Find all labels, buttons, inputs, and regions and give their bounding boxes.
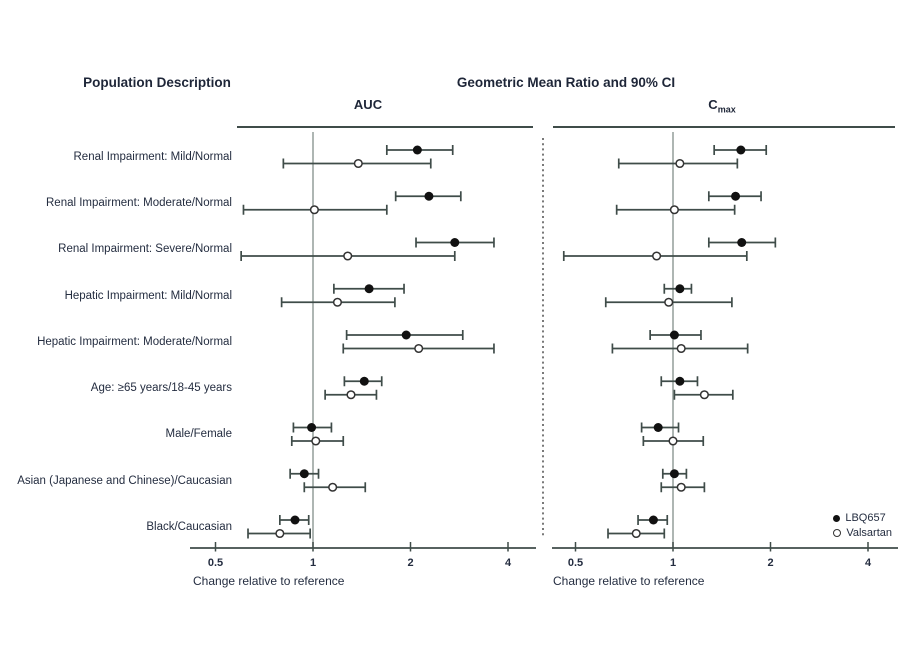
point-marker-open xyxy=(328,482,338,492)
row-label: Age: ≥65 years/18-45 years xyxy=(90,382,232,394)
point-marker-open xyxy=(652,251,662,261)
point-marker-filled xyxy=(731,191,741,201)
point-marker-filled xyxy=(364,284,374,294)
point-marker-open xyxy=(414,343,424,354)
point-marker-filled xyxy=(669,469,679,479)
cmax-subscript: max xyxy=(717,104,736,115)
point-marker-filled xyxy=(653,423,663,432)
point-marker-filled xyxy=(290,515,300,525)
x-tick-label: 4 xyxy=(865,557,872,569)
point-marker-open xyxy=(668,436,678,446)
point-marker-open xyxy=(699,390,709,400)
point-marker-filled xyxy=(307,423,317,432)
point-marker-open xyxy=(309,205,319,215)
row-label: Asian (Japanese and Chinese)/Caucasian xyxy=(17,474,232,487)
point-marker-filled xyxy=(359,376,369,386)
row-label: Hepatic Impairment: Mild/Normal xyxy=(64,289,232,302)
row-label: Hepatic Impairment: Moderate/Normal xyxy=(37,335,232,348)
x-tick-label: 1 xyxy=(670,557,676,569)
point-marker-filled xyxy=(737,238,747,247)
point-marker-filled xyxy=(299,469,309,479)
legend-item-lbq657: LBQ657 xyxy=(833,511,886,525)
cmax-base: C xyxy=(708,97,718,112)
point-marker-filled xyxy=(675,284,685,294)
point-marker-open xyxy=(676,482,686,492)
row-label: Renal Impairment: Severe/Normal xyxy=(58,243,232,256)
filled-circle-icon xyxy=(833,514,841,522)
x-tick-label: 0.5 xyxy=(208,557,223,569)
point-marker-filled xyxy=(669,330,679,340)
point-marker-filled xyxy=(675,376,685,386)
panel-title-cmax: Cmax xyxy=(708,97,735,115)
x-tick-label: 0.5 xyxy=(568,557,583,569)
x-tick-label: 1 xyxy=(310,557,316,569)
point-marker-open xyxy=(664,297,674,307)
open-circle-icon xyxy=(833,529,842,537)
point-marker-filled xyxy=(648,515,658,525)
point-marker-open xyxy=(669,205,679,215)
point-marker-open xyxy=(676,343,686,354)
point-marker-open xyxy=(353,158,363,169)
x-axis-label-cmax: Change relative to reference xyxy=(553,574,705,588)
figure-title-geometric-mean-ratio: Geometric Mean Ratio and 90% CI xyxy=(456,75,676,90)
column-title-population-description: Population Description xyxy=(83,75,231,90)
point-marker-open xyxy=(343,251,353,261)
point-marker-open xyxy=(275,528,285,539)
row-label: Black/Caucasian xyxy=(146,520,232,533)
legend-label-lbq657: LBQ657 xyxy=(845,512,886,524)
panel-title-auc: AUC xyxy=(353,97,383,112)
row-label: Male/Female xyxy=(165,428,232,441)
row-label: Renal Impairment: Mild/Normal xyxy=(73,150,233,163)
point-marker-filled xyxy=(401,330,411,340)
point-marker-filled xyxy=(424,191,434,201)
point-marker-open xyxy=(346,390,356,400)
legend-label-valsartan: Valsartan xyxy=(846,527,892,539)
point-marker-filled xyxy=(450,238,460,247)
legend: LBQ657 Valsartan xyxy=(833,511,892,540)
point-marker-filled xyxy=(412,145,422,155)
point-marker-open xyxy=(332,297,343,307)
x-tick-label: 2 xyxy=(407,557,413,569)
x-tick-label: 2 xyxy=(767,557,773,569)
x-tick-label: 4 xyxy=(505,557,512,569)
point-marker-open xyxy=(631,528,641,539)
point-marker-open xyxy=(311,436,321,446)
point-marker-open xyxy=(675,158,685,169)
row-label: Renal Impairment: Moderate/Normal xyxy=(46,197,232,209)
point-marker-filled xyxy=(736,145,746,155)
legend-item-valsartan: Valsartan xyxy=(833,526,892,540)
x-axis-label-auc: Change relative to reference xyxy=(193,574,345,588)
